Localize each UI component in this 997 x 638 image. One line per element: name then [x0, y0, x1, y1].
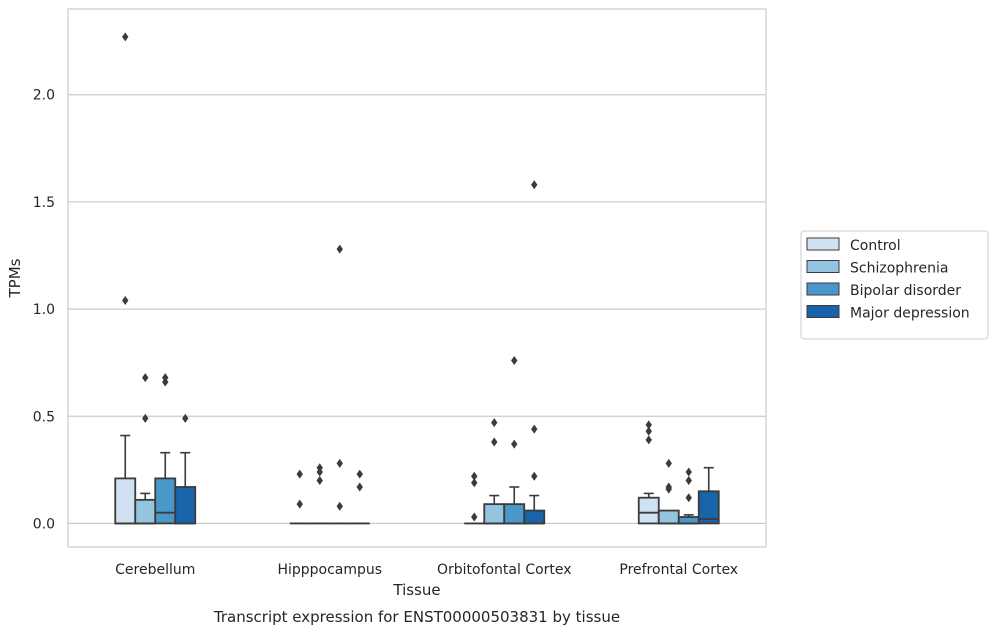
outlier-point [182, 413, 189, 423]
outlier-point [336, 501, 343, 511]
box-group [114, 32, 137, 525]
legend-label: Schizophrenia [850, 261, 948, 277]
x-tick-label: Orbitofontal Cortex [437, 562, 572, 578]
box-group [154, 373, 177, 525]
x-axis-label: Tissue [392, 581, 440, 599]
x-tick-labels: Cerebellum Hipppocampus Orbitofontal Corte… [115, 562, 738, 578]
outlier-point [685, 467, 692, 477]
box-body [697, 490, 720, 525]
box-body [657, 509, 680, 525]
outlier-point [471, 478, 478, 488]
outlier-point [296, 499, 303, 509]
outlier-point [511, 356, 518, 366]
plot-frame [67, 8, 767, 548]
outlier-point [531, 424, 538, 434]
box-group [174, 413, 197, 525]
outlier-point [356, 469, 363, 479]
legend-swatch [806, 305, 840, 318]
box-layer [114, 32, 720, 525]
box-body [523, 509, 546, 525]
outlier-point [511, 439, 518, 449]
x-tick-label: Prefrontal Cortex [619, 562, 738, 578]
outlier-point [665, 458, 672, 468]
y-axis-label: TPMs [6, 258, 24, 298]
legend-items: Control Schizophrenia Bipolar disorder Majo… [806, 237, 970, 322]
outlier-point [685, 476, 692, 486]
grid-layer [68, 94, 766, 525]
box-group [523, 180, 546, 525]
box-group [697, 466, 720, 525]
y-tick-label: 2.0 [33, 88, 55, 104]
box-group [349, 469, 370, 525]
x-tick-label: Cerebellum [115, 562, 195, 578]
box-group [637, 420, 660, 525]
box-body [637, 496, 660, 525]
legend-swatch [806, 260, 840, 273]
outlier-point [531, 180, 538, 190]
outlier-point [645, 420, 652, 430]
outlier-point [316, 463, 323, 473]
box-group [503, 356, 526, 525]
box-group [657, 458, 680, 525]
legend: Control Schizophrenia Bipolar disorder Majo… [800, 230, 989, 340]
legend-frame [800, 230, 989, 340]
legend-label: Control [850, 238, 901, 254]
box-body [174, 486, 197, 525]
box-body [134, 498, 157, 525]
outlier-point [685, 493, 692, 503]
y-tick-label: 0.0 [33, 516, 55, 532]
box-body [677, 516, 700, 525]
outlier-point [645, 426, 652, 436]
box-group [289, 469, 310, 525]
outlier-point [336, 458, 343, 468]
legend-swatch [806, 282, 840, 296]
outlier-point [471, 471, 478, 481]
y-tick-label: 0.5 [33, 409, 55, 425]
box-group [483, 418, 506, 525]
box-group [329, 244, 350, 525]
outlier-point [296, 469, 303, 479]
outlier-point [645, 435, 652, 445]
legend-label: Bipolar disorder [850, 283, 961, 299]
outlier-point [356, 482, 363, 492]
outlier-point [122, 296, 129, 306]
box-group [134, 373, 157, 525]
outlier-point [162, 373, 169, 383]
y-tick-label: 1.0 [33, 302, 55, 318]
outlier-point [142, 413, 149, 423]
box-body [483, 503, 506, 525]
outlier-point [665, 482, 672, 492]
outlier-point [142, 373, 149, 383]
outlier-point [336, 244, 343, 254]
legend-swatch [806, 237, 840, 251]
box-body [503, 503, 526, 525]
box-group [309, 463, 330, 525]
box-body [114, 477, 137, 525]
outlier-point [491, 437, 498, 447]
x-tick-label: Hipppocampus [277, 562, 382, 578]
box-group [464, 471, 485, 525]
outlier-point [471, 512, 478, 522]
box-group [677, 467, 700, 525]
outlier-point [531, 471, 538, 481]
figure-caption: Transcript expression for ENST0000050383… [213, 608, 620, 626]
outlier-point [491, 418, 498, 428]
outlier-point [316, 476, 323, 486]
y-tick-label: 1.5 [33, 195, 55, 211]
box-body [154, 477, 177, 525]
legend-label: Major depression [850, 306, 970, 322]
y-tick-labels: 0.0 0.5 1.0 1.5 2.0 [33, 88, 55, 533]
outlier-point [122, 32, 129, 42]
